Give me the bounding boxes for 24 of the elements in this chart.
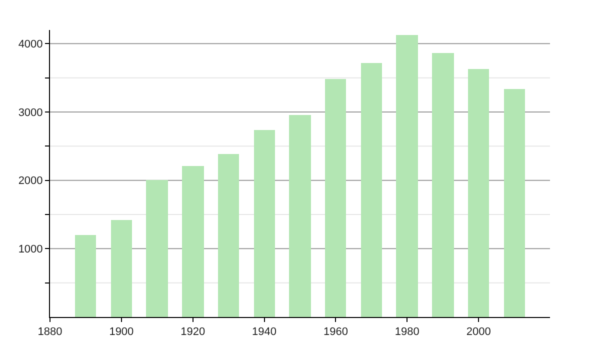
bar (75, 235, 96, 317)
bar (146, 180, 168, 317)
y-tick-label: 1000 (18, 244, 43, 256)
bar (111, 220, 132, 317)
bar (325, 79, 346, 317)
x-tick-label: 1960 (323, 326, 348, 338)
bar (289, 115, 311, 317)
bar (396, 35, 418, 317)
bar (361, 63, 382, 317)
x-tick-label: 1920 (180, 326, 206, 338)
bar (432, 53, 454, 317)
bar (254, 130, 275, 317)
x-tick-label: 2000 (466, 326, 491, 338)
y-tick-label: 3000 (18, 106, 43, 119)
x-tick-label: 1880 (38, 326, 62, 338)
x-tick-label: 1940 (252, 326, 277, 338)
bar (468, 69, 489, 317)
bar (504, 89, 525, 317)
x-tick-label: 1980 (394, 326, 420, 338)
y-tick-label: 4000 (18, 38, 43, 51)
bar (182, 166, 204, 317)
x-tick-label: 1900 (109, 326, 134, 338)
bar (218, 154, 239, 317)
y-tick-label: 2000 (18, 175, 43, 188)
